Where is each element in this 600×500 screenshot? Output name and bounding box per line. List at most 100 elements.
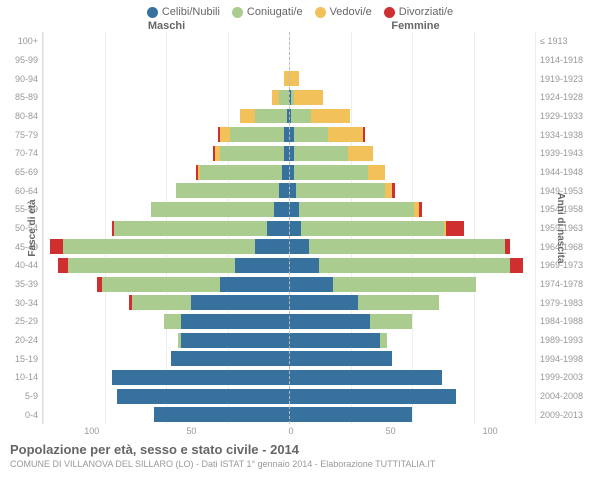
bar-seg-married	[370, 314, 412, 329]
bar-seg-divorced	[50, 239, 62, 254]
y-right-title: Anni di nascita	[555, 192, 566, 263]
female-half	[289, 293, 535, 312]
bar-seg-married	[279, 90, 289, 105]
bar-seg-single	[274, 202, 289, 217]
birth-year-label: 1954-1958	[540, 200, 600, 219]
female-half	[289, 237, 535, 256]
bar-seg-single	[289, 277, 333, 292]
birth-year-label: 1919-1923	[540, 69, 600, 88]
bar-seg-married	[294, 127, 328, 142]
male-half	[43, 387, 289, 406]
center-line	[289, 32, 290, 424]
age-band-label: 95-99	[0, 51, 42, 70]
female-half	[289, 219, 535, 238]
bar-seg-divorced	[363, 127, 365, 142]
female-half	[289, 69, 535, 88]
legend-label: Vedovi/e	[330, 6, 372, 18]
bar-seg-married	[68, 258, 235, 273]
bar-seg-single	[112, 370, 289, 385]
bar-seg-married	[299, 202, 415, 217]
female-half	[289, 32, 535, 51]
gender-header: Maschi Femmine	[0, 20, 600, 32]
male-half	[43, 51, 289, 70]
bar-seg-single	[117, 389, 289, 404]
age-band-label: 85-89	[0, 88, 42, 107]
bar-seg-widowed	[272, 90, 279, 105]
bar-seg-single	[289, 333, 380, 348]
female-half	[289, 368, 535, 387]
female-half	[289, 256, 535, 275]
bar-seg-married	[301, 221, 444, 236]
male-half	[43, 293, 289, 312]
age-band-label: 20-24	[0, 331, 42, 350]
bar-seg-widowed	[220, 127, 230, 142]
bar-seg-single	[289, 351, 392, 366]
age-band-label: 0-4	[0, 405, 42, 424]
female-header: Femmine	[291, 20, 600, 32]
bar-seg-single	[289, 407, 412, 422]
chart-title: Popolazione per età, sesso e stato civil…	[10, 442, 590, 457]
birth-year-label: 1974-1978	[540, 275, 600, 294]
bar-seg-married	[333, 277, 476, 292]
bar-seg-single	[220, 277, 289, 292]
birth-year-label: 1929-1933	[540, 107, 600, 126]
bar-seg-divorced	[419, 202, 421, 217]
male-half	[43, 312, 289, 331]
birth-year-label: 1934-1938	[540, 125, 600, 144]
birth-year-label: 1944-1948	[540, 163, 600, 182]
female-half	[289, 125, 535, 144]
bar-seg-married	[132, 295, 191, 310]
female-half	[289, 405, 535, 424]
female-half	[289, 387, 535, 406]
male-half	[43, 256, 289, 275]
bar-seg-single	[235, 258, 289, 273]
age-band-label: 90-94	[0, 69, 42, 88]
bar-seg-single	[171, 351, 289, 366]
age-band-label: 35-39	[0, 275, 42, 294]
male-half	[43, 405, 289, 424]
male-half	[43, 331, 289, 350]
age-band-label: 100+	[0, 32, 42, 51]
bar-seg-married	[309, 239, 506, 254]
y-left-title: Fasce di età	[27, 199, 38, 256]
female-half	[289, 200, 535, 219]
birth-year-label: 1914-1918	[540, 51, 600, 70]
legend-swatch	[232, 7, 243, 18]
bar-seg-single	[181, 333, 289, 348]
male-half	[43, 163, 289, 182]
bar-seg-married	[319, 258, 511, 273]
bar-seg-divorced	[392, 183, 394, 198]
birth-year-label: 1949-1953	[540, 181, 600, 200]
legend-label: Coniugati/e	[247, 6, 303, 18]
age-band-label: 15-19	[0, 349, 42, 368]
female-half	[289, 349, 535, 368]
birth-year-label: 2004-2008	[540, 387, 600, 406]
bar-seg-single	[255, 239, 289, 254]
bar-seg-single	[181, 314, 289, 329]
bar-seg-single	[267, 221, 289, 236]
male-half	[43, 32, 289, 51]
age-band-label: 40-44	[0, 256, 42, 275]
birth-year-label: 1989-1993	[540, 331, 600, 350]
birth-year-label: 1924-1928	[540, 88, 600, 107]
female-half	[289, 107, 535, 126]
bar-seg-single	[289, 258, 319, 273]
bar-seg-widowed	[348, 146, 373, 161]
bar-seg-widowed	[240, 109, 255, 124]
bar-seg-single	[289, 221, 301, 236]
female-half	[289, 275, 535, 294]
age-band-label: 70-74	[0, 144, 42, 163]
bar-seg-married	[358, 295, 439, 310]
bar-seg-married	[102, 277, 220, 292]
legend-label: Divorziati/e	[399, 6, 453, 18]
birth-year-label: 1984-1988	[540, 312, 600, 331]
bar-seg-single	[289, 389, 456, 404]
male-half	[43, 368, 289, 387]
bar-seg-single	[191, 295, 289, 310]
bar-seg-married	[294, 146, 348, 161]
age-band-label: 60-64	[0, 181, 42, 200]
legend-item: Coniugati/e	[232, 6, 303, 18]
legend-swatch	[315, 7, 326, 18]
age-band-label: 75-79	[0, 125, 42, 144]
female-half	[289, 144, 535, 163]
